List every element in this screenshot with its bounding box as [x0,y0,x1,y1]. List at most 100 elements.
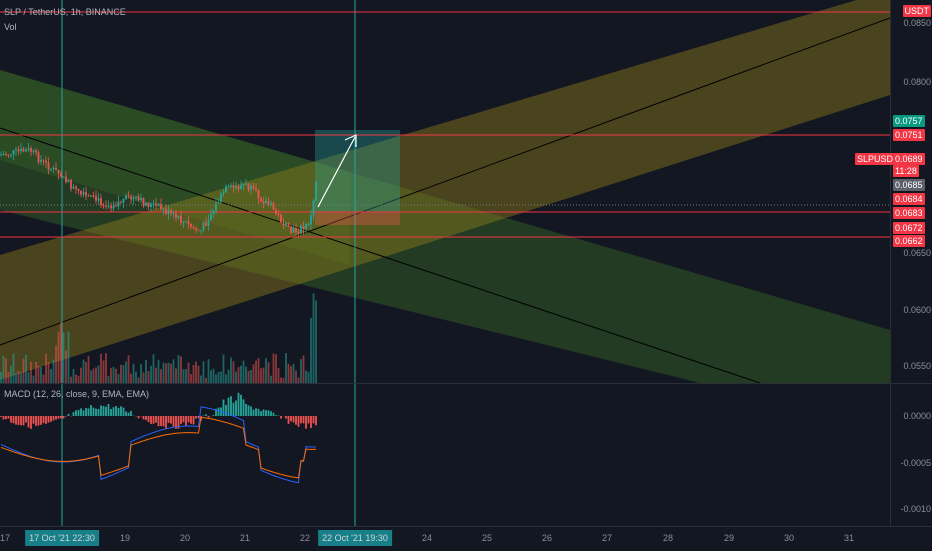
macd-tick: -0.0005 [900,458,931,468]
candle-body [293,228,295,233]
macd-hist-bar [163,416,165,426]
candle-body [183,222,185,223]
volume-bar [245,367,247,383]
volume-bar [275,354,277,383]
macd-hist-bar [185,416,187,426]
macd-hist-bar [25,416,27,423]
candle-body [140,198,142,200]
volume-bar [128,355,130,383]
macd-hist-bar [298,416,300,427]
price-tick: 0.0800 [903,77,931,87]
macd-hist-bar [155,416,157,423]
candle-body [223,192,225,193]
long-position-target-zone[interactable] [315,130,400,212]
candle-body [283,223,285,226]
candle-body [165,209,167,214]
volume-bar [130,374,132,383]
price-label: 0.0683 [893,207,925,219]
volume-bar [268,362,270,383]
volume-bar [278,368,280,383]
volume-bar [230,358,232,383]
price-chart-pane[interactable]: SLP / TetherUS, 1h, BINANCE Vol [0,0,890,383]
time-axis[interactable]: 17 19 20 21 22 24 25 26 27 28 29 30 31 1… [0,526,932,551]
macd-hist-bar [10,416,12,423]
time-tick: 24 [422,533,432,543]
macd-hist-bar [153,416,155,424]
candle-body [108,206,110,207]
candle-body [115,206,117,207]
long-position-stop-zone[interactable] [315,212,400,225]
price-tick: 0.0600 [903,305,931,315]
candle-body [315,182,317,200]
volume-bar [15,373,17,383]
macd-hist-bar [228,398,230,416]
volume-bar [103,360,105,383]
volume-bar [153,354,155,383]
price-tick: 0.0650 [903,248,931,258]
candle-body [240,186,242,189]
volume-bar [105,353,107,383]
time-tick: 27 [602,533,612,543]
candle-body [313,200,315,215]
candle-body [58,170,60,173]
candle-body [105,206,107,207]
volume-bar [313,293,315,383]
macd-axis[interactable]: 0.0000 -0.0005 -0.0010 [890,384,932,526]
macd-pane[interactable]: MACD (12, 26, close, 9, EMA, EMA) [0,384,890,526]
candle-body [60,173,62,176]
volume-bar [303,356,305,383]
candle-body [298,232,300,233]
macd-hist-bar [78,410,80,416]
macd-hist-bar [273,413,275,416]
volume-bar [173,359,175,383]
time-tick: 19 [120,533,130,543]
candle-body [230,185,232,186]
macd-hist-bar [15,416,17,425]
volume-bar [63,332,65,383]
signal-line [1,417,316,478]
macd-hist-bar [208,416,210,418]
candle-body [13,150,15,154]
time-badge-oct22: 22 Oct '21 19:30 [318,530,392,546]
price-tick: 0.0850 [903,18,931,28]
candle-body [290,226,292,233]
macd-hist-bar [180,416,182,424]
volume-bar [18,371,20,383]
currency-badge[interactable]: USDT [903,5,932,17]
candle-body [168,210,170,214]
macd-hist-bar [123,408,125,416]
volume-bar [233,361,235,383]
volume-bar [88,356,90,383]
macd-hist-bar [165,416,167,428]
candle-body [188,222,190,224]
candle-body [225,186,227,192]
macd-hist-bar [55,416,57,420]
volume-bar [158,360,160,383]
volume-bar [100,354,102,383]
macd-hist-bar [58,416,60,419]
time-tick: 26 [542,533,552,543]
macd-hist-bar [290,416,292,421]
price-chart-canvas[interactable] [0,0,890,383]
volume-bar [248,371,250,383]
macd-hist-bar [103,406,105,416]
candle-body [213,210,215,214]
candle-body [248,183,250,189]
macd-hist-bar [63,416,65,418]
candle-body [63,177,65,178]
candle-body [8,155,10,156]
price-axis[interactable]: USDT 0.0850 0.0800 0.0650 0.0600 0.0550 … [890,0,932,383]
time-tick: 28 [663,533,673,543]
candle-body [15,149,17,150]
macd-hist-bar [138,416,140,418]
macd-canvas[interactable] [0,384,890,526]
volume-bar [50,369,52,383]
volume-bar [125,362,127,383]
macd-hist-bar [193,416,195,424]
candle-body [208,220,210,225]
candle-body [260,198,262,201]
candle-body [68,180,70,182]
macd-hist-bar [28,416,30,427]
volume-bar [48,362,50,383]
candle-body [228,186,230,187]
